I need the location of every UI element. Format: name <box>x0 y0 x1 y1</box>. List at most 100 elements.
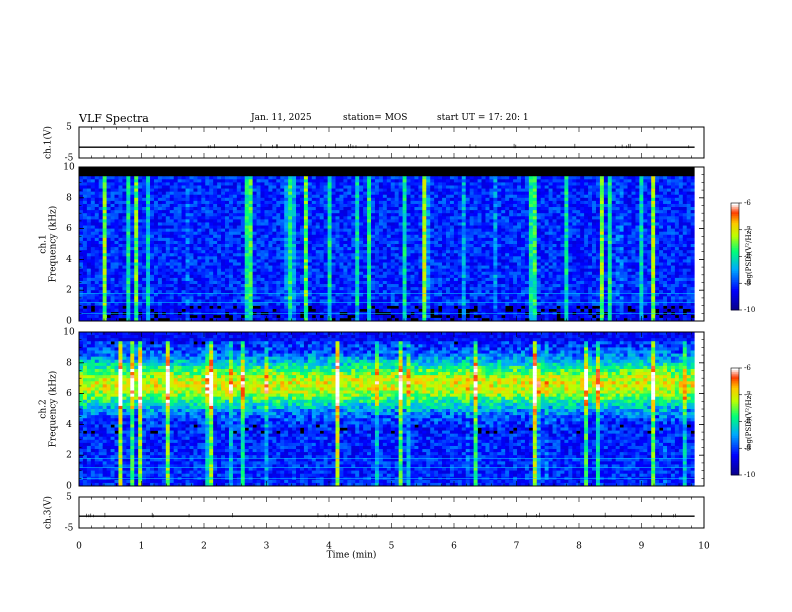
panel-2-colorbar-swatch <box>731 258 739 261</box>
panel-2-colorbar-swatch <box>731 261 739 265</box>
xtick-label: 10 <box>698 542 710 552</box>
start-ut-label: start UT = 17: 20: 1 <box>437 113 529 123</box>
panel-3-colorbar-swatch <box>731 432 739 435</box>
panel-3-ytick-label: 6 <box>66 389 72 399</box>
plot-title: VLF Spectra <box>79 112 149 125</box>
xtick-label: 7 <box>514 542 520 552</box>
panel-3-colorbar-swatch <box>731 417 739 421</box>
station-label: station= MOS <box>343 113 408 123</box>
panel-3-colorbar-swatch <box>731 369 739 372</box>
panel-2-colorbar-swatch <box>731 270 739 273</box>
panel-3-colorbar-tick-label: -10 <box>744 471 755 479</box>
panel-2-colorbar-swatch <box>731 235 739 238</box>
xtick-label: 4 <box>326 542 332 552</box>
panel-2-colorbar-swatch <box>731 279 739 282</box>
panel-2-ylabel-channel: ch.1 <box>39 234 49 253</box>
panel-3-colorbar-swatch <box>731 423 739 426</box>
panel-2-colorbar-swatch <box>731 233 739 236</box>
panel-2-colorbar-swatch <box>731 292 739 295</box>
panel-2-colorbar-swatch <box>731 251 739 254</box>
panel-3-colorbar-tick-label: -6 <box>744 364 751 372</box>
panel-3-colorbar-swatch <box>731 394 739 397</box>
panel-3-colorbar-swatch <box>731 414 739 417</box>
panel-2-colorbar-swatch <box>731 293 739 297</box>
panel-2-colorbar-swatch <box>731 236 739 240</box>
panel-3-colorbar-swatch <box>731 375 739 378</box>
ch1-no-data-strip <box>694 167 704 321</box>
ch2-spectrogram-image <box>79 332 704 487</box>
panel-3-colorbar-swatch <box>731 464 739 467</box>
xtick-label: 3 <box>264 542 270 552</box>
panel-2-colorbar-swatch <box>731 240 739 243</box>
panel-2-colorbar-swatch <box>731 249 739 252</box>
panel-2-colorbar-swatch <box>731 254 739 257</box>
panel-2-colorbar-swatch <box>731 265 739 268</box>
date-label: Jan. 11, 2025 <box>251 113 312 123</box>
panel-2-colorbar-swatch <box>731 263 739 266</box>
xtick-label: 8 <box>576 542 582 552</box>
panel-3-colorbar-swatch <box>731 473 739 476</box>
panel-2-colorbar-swatch <box>731 219 739 222</box>
panel-2-colorbar-swatch <box>731 203 739 206</box>
panel-3-colorbar-swatch <box>731 458 739 462</box>
panel-1-ylabel: ch.1(V) <box>43 126 54 159</box>
xtick-label: 0 <box>76 542 82 552</box>
panel-2-colorbar-swatch <box>731 238 739 241</box>
panel-3-ytick-label: 8 <box>66 358 72 368</box>
panel-3-colorbar-swatch <box>731 469 739 472</box>
panel-3-colorbar-tick-label: -8 <box>744 418 751 426</box>
panel-2-colorbar-tick-label: -10 <box>744 306 755 314</box>
panel-2-colorbar-swatch <box>731 252 739 256</box>
panel-3-colorbar-swatch <box>731 391 739 394</box>
panel-3-colorbar-swatch <box>731 378 739 381</box>
panel-3-ytick-label: 10 <box>63 328 75 338</box>
panel-3-colorbar-swatch <box>731 371 739 374</box>
panel-4-ytick-label: 5 <box>66 493 72 503</box>
panel-4-ylabel: ch.3(V) <box>43 496 54 529</box>
panel-3-colorbar-tick-label: -9 <box>744 444 751 452</box>
panel-2-colorbar-swatch <box>731 295 739 298</box>
panel-3-colorbar-swatch <box>731 398 739 401</box>
panel-3-colorbar-swatch <box>731 405 739 408</box>
panel-3-colorbar-swatch <box>731 382 739 385</box>
panel-2-ytick-label: 8 <box>66 193 72 203</box>
panel-3-colorbar-swatch <box>731 410 739 413</box>
panel-2-colorbar-swatch <box>731 281 739 284</box>
panel-3-colorbar-swatch <box>731 409 739 412</box>
panel-2-colorbar-swatch <box>731 286 739 289</box>
xtick-label: 5 <box>389 542 395 552</box>
panel-3-colorbar-swatch <box>731 421 739 424</box>
panel-2-colorbar-tick-label: -8 <box>744 253 751 261</box>
panel-2-ytick-label: 2 <box>66 286 72 296</box>
panel-3-ylabel: Frequency (kHz) <box>48 371 59 448</box>
panel-3-colorbar-swatch <box>731 412 739 415</box>
panel-3-colorbar-swatch <box>731 389 739 392</box>
panel-2-colorbar-swatch <box>731 274 739 277</box>
panel-2-colorbar-swatch <box>731 276 739 279</box>
panel-2-colorbar-swatch <box>731 297 739 300</box>
panel-3-colorbar-swatch <box>731 400 739 403</box>
panel-2-colorbar-swatch <box>731 272 739 275</box>
xaxis-label: Time (min) <box>327 550 377 561</box>
ch2-no-data-strip <box>694 332 704 486</box>
panel-2-ytick-label: 0 <box>66 317 72 327</box>
panel-2-colorbar-swatch <box>731 277 739 281</box>
panel-2-colorbar-swatch <box>731 288 739 291</box>
panel-2-colorbar-swatch <box>731 302 739 306</box>
panel-2-colorbar-swatch <box>731 226 739 229</box>
panel-3-colorbar-swatch <box>731 448 739 451</box>
panel-2-ylabel: Frequency (kHz) <box>48 206 59 283</box>
panel-2-ytick-label: 6 <box>66 224 72 234</box>
panel-3-colorbar-swatch <box>731 392 739 396</box>
panel-2-colorbar-swatch <box>731 299 739 302</box>
xtick-label: 6 <box>451 542 457 552</box>
panel-3-colorbar-swatch <box>731 460 739 463</box>
xtick-label: 2 <box>201 542 207 552</box>
panel-3-ytick-label: 2 <box>66 451 72 461</box>
xtick-label: 1 <box>139 542 145 552</box>
panel-3-colorbar-swatch <box>731 444 739 447</box>
panel-3-colorbar-swatch <box>731 376 739 380</box>
panel-2-colorbar-tick-label: -7 <box>744 226 751 234</box>
panel-2-colorbar-swatch <box>731 267 739 270</box>
